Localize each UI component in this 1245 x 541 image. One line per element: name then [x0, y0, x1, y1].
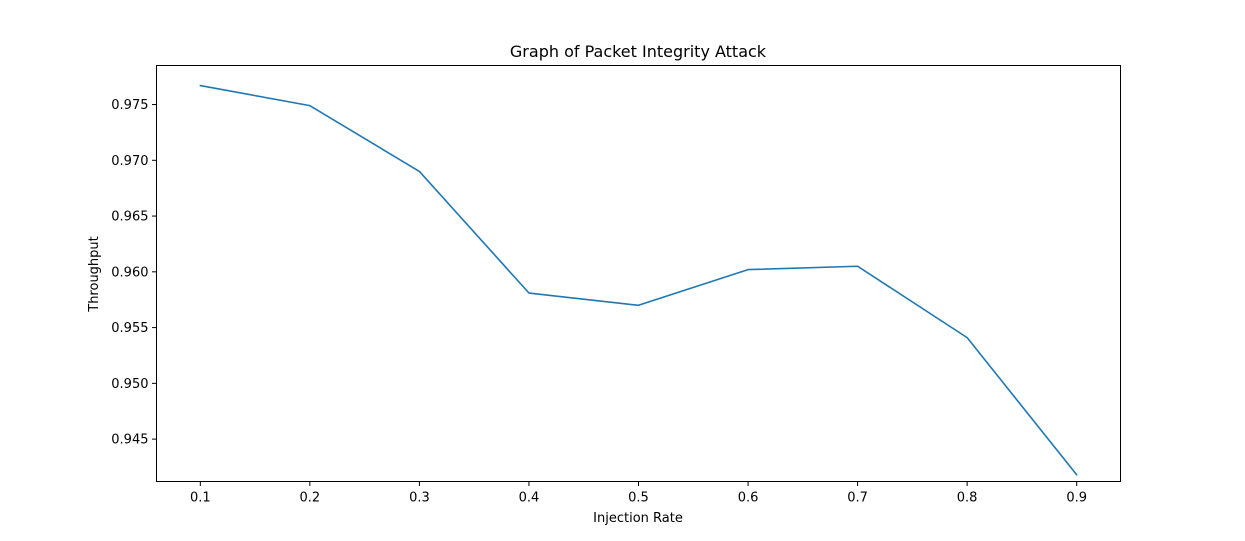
x-tick-label: 0.8	[957, 491, 978, 506]
x-tick-label: 0.6	[738, 491, 759, 506]
y-tick-label: 0.970	[111, 154, 148, 169]
x-tick-label: 0.5	[628, 491, 649, 506]
x-tick-label: 0.4	[519, 491, 540, 506]
y-tick-label: 0.975	[111, 98, 148, 113]
x-tick-label: 0.7	[847, 491, 868, 506]
y-tick-label: 0.965	[111, 210, 148, 225]
x-axis-ticks: 0.1 0.2 0.3 0.4 0.5 0.6 0.7 0.8 0.9	[190, 481, 1087, 506]
chart-title: Graph of Packet Integrity Attack	[510, 42, 767, 61]
x-tick-label: 0.2	[300, 491, 321, 506]
y-axis-ticks: 0.945 0.950 0.955 0.960 0.965 0.970 0.975	[111, 98, 157, 448]
y-tick-label: 0.955	[111, 321, 148, 336]
y-tick-label: 0.960	[111, 265, 148, 280]
x-tick-label: 0.1	[190, 491, 211, 506]
x-tick-label: 0.9	[1066, 491, 1087, 506]
y-axis-label: Throughput	[87, 236, 102, 313]
series-line	[199, 84, 1078, 476]
x-axis-label: Injection Rate	[593, 511, 683, 526]
y-tick-label: 0.945	[111, 433, 148, 448]
x-tick-label: 0.3	[409, 491, 430, 506]
y-tick-label: 0.950	[111, 377, 148, 392]
